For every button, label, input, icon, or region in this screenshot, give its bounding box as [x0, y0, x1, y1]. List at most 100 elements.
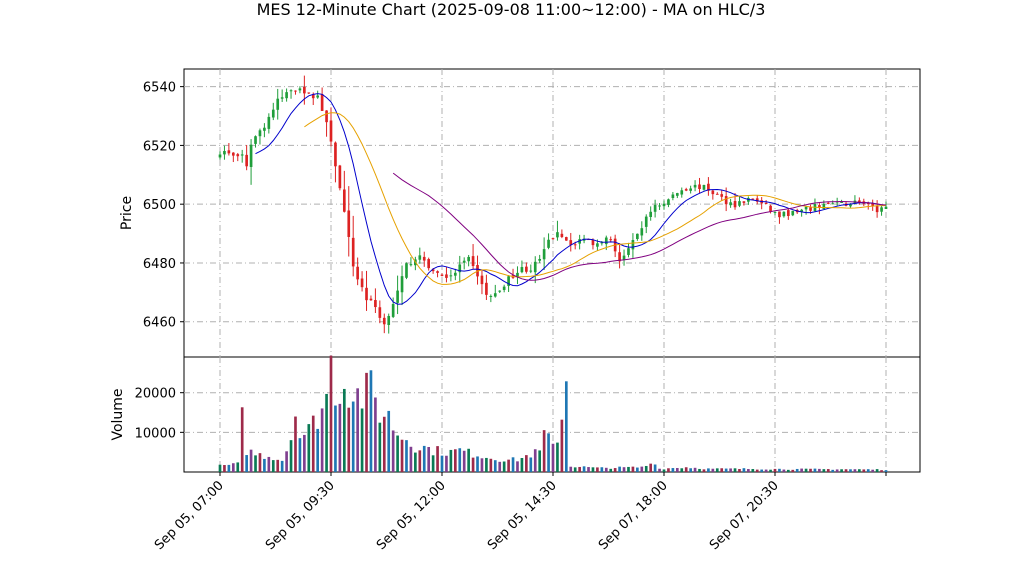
- candle-body: [738, 201, 741, 206]
- volume-bar: [551, 443, 555, 472]
- volume-bar: [667, 468, 670, 472]
- candle-body: [658, 205, 661, 207]
- candle-body: [271, 109, 275, 118]
- candle-body: [516, 272, 519, 278]
- candle-body: [675, 193, 679, 196]
- volume-bar: [467, 448, 470, 472]
- volume-bar: [525, 455, 528, 472]
- candle-body: [502, 286, 506, 290]
- candle-body: [840, 201, 843, 203]
- candle-body: [289, 90, 293, 92]
- candle-body: [298, 88, 302, 91]
- volume-bar: [778, 468, 781, 472]
- x-tick-label-0: Sep 05, 07:00: [152, 478, 227, 553]
- candle-body: [791, 210, 795, 216]
- candle-body: [764, 202, 768, 205]
- candle-body: [347, 210, 351, 237]
- price-tick-label-0: 6460: [143, 316, 176, 331]
- candle-body: [653, 204, 657, 212]
- candle-body: [636, 233, 639, 239]
- candle-body: [400, 276, 404, 293]
- x-tick-label-3: Sep 05, 14:30: [485, 478, 560, 553]
- candle-body: [858, 200, 861, 203]
- volume-bar: [391, 430, 395, 472]
- candle-body: [378, 307, 382, 318]
- volume-bar: [418, 450, 422, 472]
- candle-body: [351, 237, 355, 267]
- volume-tick-label-1: 20000: [135, 387, 176, 402]
- volume-bar: [835, 469, 839, 472]
- volume-bar: [431, 455, 435, 472]
- volume-bar: [325, 393, 328, 472]
- volume-bar: [258, 453, 262, 472]
- volume-bar: [289, 440, 293, 472]
- volume-bar: [644, 465, 648, 472]
- candle-body: [240, 154, 244, 156]
- volume-bar: [498, 461, 502, 472]
- volume-bar: [294, 416, 297, 472]
- candle-body: [573, 244, 577, 246]
- candle-body: [711, 190, 715, 195]
- volume-bar: [680, 468, 684, 472]
- volume-bar: [782, 469, 786, 472]
- volume-bar: [618, 466, 621, 472]
- candle-body: [276, 98, 280, 110]
- volume-bar: [351, 401, 355, 472]
- volume-bar: [875, 469, 879, 472]
- volume-bar: [738, 469, 741, 472]
- volume-bar: [653, 464, 657, 472]
- volume-bar: [658, 468, 661, 472]
- candle-body: [627, 248, 630, 255]
- candle-body: [671, 194, 675, 198]
- volume-bar: [347, 407, 351, 472]
- volume-bar: [649, 463, 653, 472]
- volume-bar: [573, 467, 577, 472]
- volume-bar: [636, 467, 639, 472]
- candle-body: [280, 97, 284, 99]
- candle-body: [769, 205, 772, 212]
- volume-bar: [773, 468, 777, 472]
- volume-bar: [591, 467, 595, 472]
- candle-body: [307, 92, 311, 94]
- candle-body: [604, 237, 608, 245]
- volume-bar: [786, 469, 790, 472]
- volume-bar: [378, 422, 382, 472]
- x-tick-label-4: Sep 07, 18:00: [596, 478, 671, 553]
- volume-bar: [560, 419, 564, 472]
- volume-bar: [547, 433, 550, 472]
- volume-bar: [298, 438, 302, 472]
- candle-body: [556, 232, 559, 238]
- volume-bar: [422, 445, 426, 472]
- volume-bar: [223, 465, 226, 472]
- candle-body: [693, 184, 697, 188]
- candle-body: [427, 259, 431, 269]
- volume-bar: [489, 458, 493, 472]
- volume-bar: [476, 456, 479, 472]
- candle-body: [644, 216, 648, 227]
- candle-body: [773, 211, 777, 213]
- candle-body: [249, 144, 253, 167]
- candle-body: [316, 95, 320, 98]
- candle-body: [525, 266, 528, 272]
- candle-body: [680, 190, 684, 195]
- candle-body: [507, 276, 510, 286]
- candle-body: [471, 256, 475, 267]
- volume-bar: [822, 469, 826, 472]
- candle-body: [786, 210, 790, 216]
- volume-bar: [769, 469, 772, 472]
- candle-body: [440, 274, 444, 276]
- candle-body: [729, 202, 732, 206]
- volume-bar: [231, 463, 235, 472]
- volume-bar: [622, 467, 626, 472]
- volume-bar: [458, 448, 462, 472]
- candle-body: [578, 239, 581, 244]
- price-axis-label: Price: [119, 196, 135, 230]
- candle-body: [618, 252, 621, 262]
- volume-bar: [764, 469, 768, 472]
- candle-body: [542, 249, 546, 260]
- volume-bar: [702, 469, 706, 472]
- volume-bar: [724, 468, 728, 472]
- volume-bar: [600, 467, 604, 472]
- volume-tick-label-0: 10000: [135, 426, 176, 441]
